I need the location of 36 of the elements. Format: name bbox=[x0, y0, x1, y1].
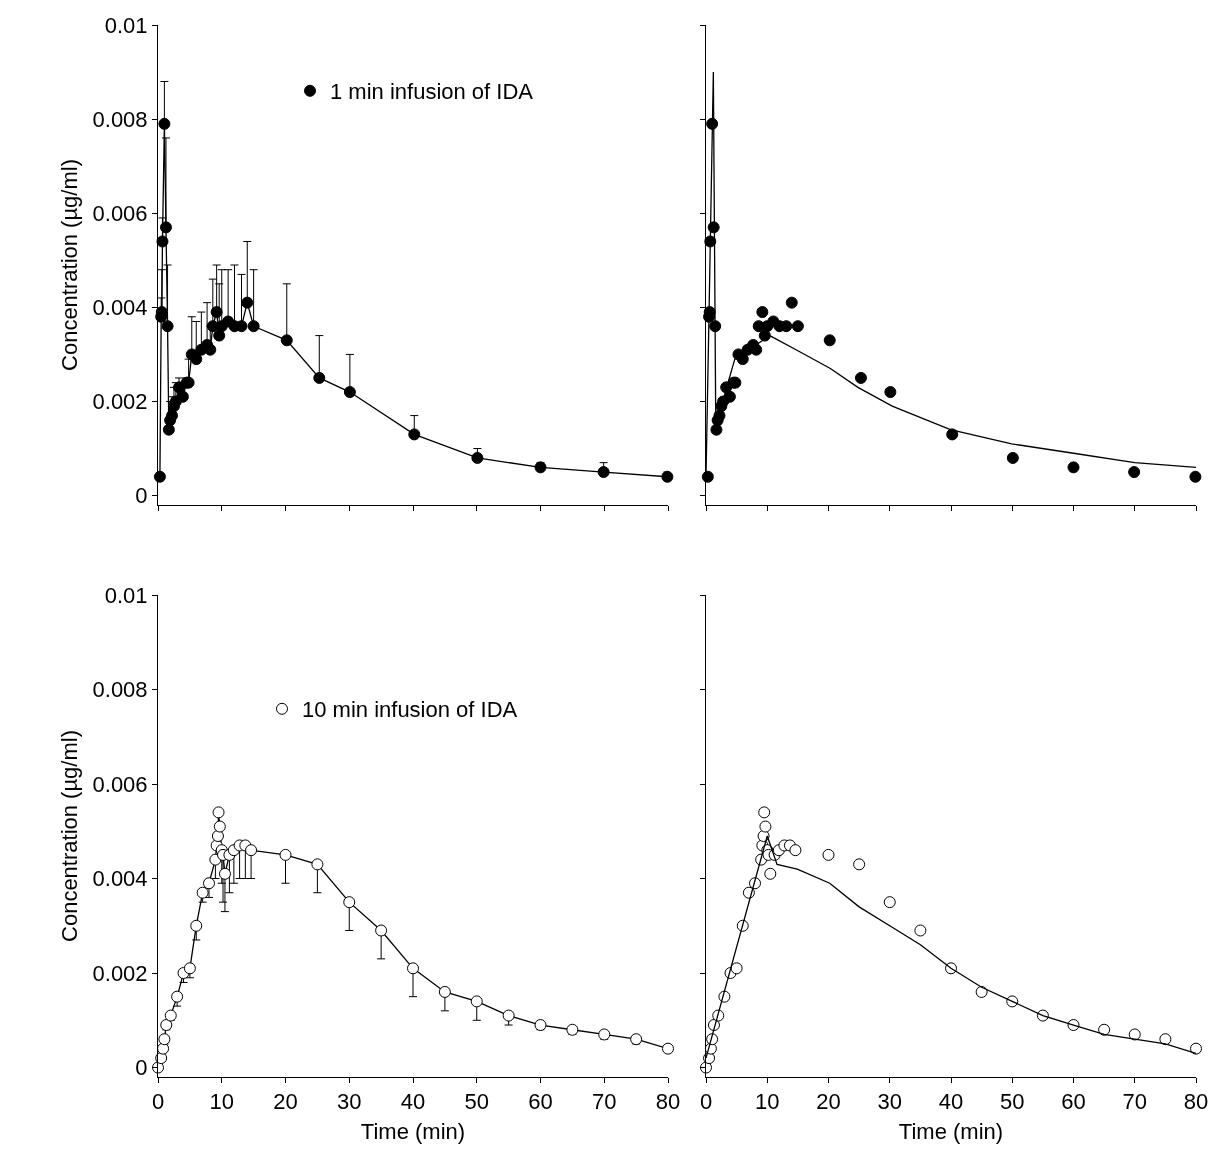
legend-label: 10 min infusion of IDA bbox=[302, 697, 518, 723]
x-tick-label: 40 bbox=[938, 1089, 964, 1115]
x-tick-label: 30 bbox=[877, 1089, 902, 1115]
x-tick-label: 80 bbox=[1183, 1089, 1209, 1115]
legend-label: 1 min infusion of IDA bbox=[330, 79, 534, 105]
y-tick-label: 0.002 bbox=[92, 389, 148, 415]
y-tick-label: 0.008 bbox=[92, 677, 148, 703]
y-axis-title: Concentration (µg/ml) bbox=[57, 159, 83, 371]
y-tick-label: 0.01 bbox=[104, 12, 148, 38]
x-tick-label: 60 bbox=[1061, 1089, 1086, 1115]
x-tick-label: 40 bbox=[400, 1089, 426, 1115]
x-tick-label: 20 bbox=[816, 1089, 841, 1115]
x-axis-title: Time (min) bbox=[360, 1119, 466, 1145]
y-axis-title: Concentration (µg/ml) bbox=[57, 730, 83, 942]
y-tick-label: 0.006 bbox=[92, 200, 148, 226]
y-tick-label: 0 bbox=[135, 1055, 148, 1081]
x-tick-label: 50 bbox=[1000, 1089, 1025, 1115]
x-tick-label: 10 bbox=[755, 1089, 780, 1115]
y-tick-label: 0 bbox=[135, 483, 148, 509]
y-tick-label: 0.01 bbox=[104, 582, 148, 608]
x-tick-label: 70 bbox=[1122, 1089, 1147, 1115]
x-tick-label: 50 bbox=[464, 1089, 489, 1115]
y-tick-label: 0.002 bbox=[92, 960, 148, 986]
x-tick-label: 70 bbox=[592, 1089, 617, 1115]
x-tick-label: 0 bbox=[151, 1089, 165, 1115]
x-axis-title: Time (min) bbox=[898, 1119, 1004, 1145]
x-tick-label: 20 bbox=[273, 1089, 298, 1115]
x-tick-label: 10 bbox=[209, 1089, 234, 1115]
x-tick-label: 30 bbox=[337, 1089, 362, 1115]
x-tick-label: 80 bbox=[655, 1089, 681, 1115]
y-tick-label: 0.004 bbox=[92, 866, 148, 892]
y-tick-label: 0.006 bbox=[92, 771, 148, 797]
y-tick-label: 0.008 bbox=[92, 106, 148, 132]
x-tick-label: 0 bbox=[699, 1089, 713, 1115]
y-tick-label: 0.004 bbox=[92, 295, 148, 321]
x-tick-label: 60 bbox=[528, 1089, 553, 1115]
